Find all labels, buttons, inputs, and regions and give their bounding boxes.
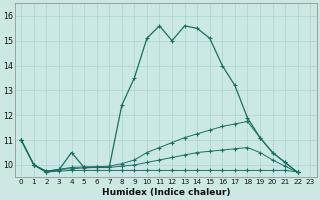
X-axis label: Humidex (Indice chaleur): Humidex (Indice chaleur) [101,188,230,197]
